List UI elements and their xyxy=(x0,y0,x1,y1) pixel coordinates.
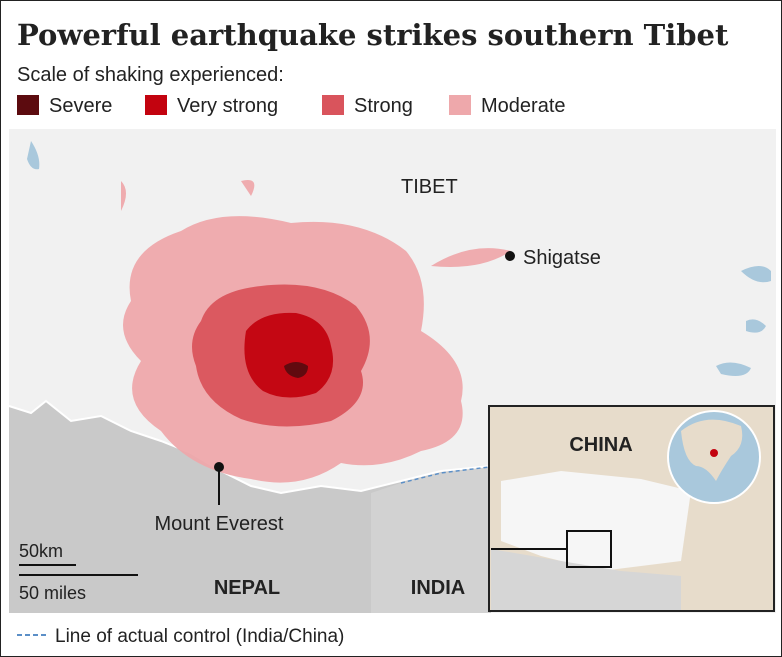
tibet-region xyxy=(501,471,691,571)
country-label: CHINA xyxy=(569,434,632,456)
legend-label: Severe xyxy=(49,95,112,117)
legend-label: Moderate xyxy=(481,95,566,117)
place-label: Mount Everest xyxy=(155,513,284,535)
scale-label: 50km xyxy=(19,541,63,561)
shaking-zones xyxy=(121,180,511,483)
india-region xyxy=(371,467,489,613)
map: TIBET Shigatse Mount Everest NEPAL INDIA… xyxy=(8,129,776,613)
legend-swatch xyxy=(17,95,39,115)
shaking-zone xyxy=(244,312,334,398)
city-dot xyxy=(505,251,515,261)
inset-map: CHINA xyxy=(488,405,775,612)
footer-note: Line of actual control (India/China) xyxy=(55,626,344,647)
shaking-zone xyxy=(284,362,308,378)
legend: Severe Very strong Strong Moderate xyxy=(17,95,566,117)
place-label: Shigatse xyxy=(523,247,601,269)
legend-label: Very strong xyxy=(177,95,278,117)
subtitle: Scale of shaking experienced: xyxy=(17,64,284,86)
south-region xyxy=(491,549,681,610)
line-of-actual-control xyxy=(400,466,490,484)
legend-swatch xyxy=(145,95,167,115)
nepal-region xyxy=(9,401,491,613)
country-label: INDIA xyxy=(411,577,465,599)
place-label: TIBET xyxy=(401,176,458,198)
scale-label: 50 miles xyxy=(19,583,86,603)
legend-swatch xyxy=(322,95,344,115)
legend-label: Strong xyxy=(354,95,413,117)
country-label: NEPAL xyxy=(214,577,280,599)
title: Powerful earthquake strikes southern Tib… xyxy=(17,18,729,52)
legend-swatch xyxy=(449,95,471,115)
globe-marker xyxy=(710,449,718,457)
